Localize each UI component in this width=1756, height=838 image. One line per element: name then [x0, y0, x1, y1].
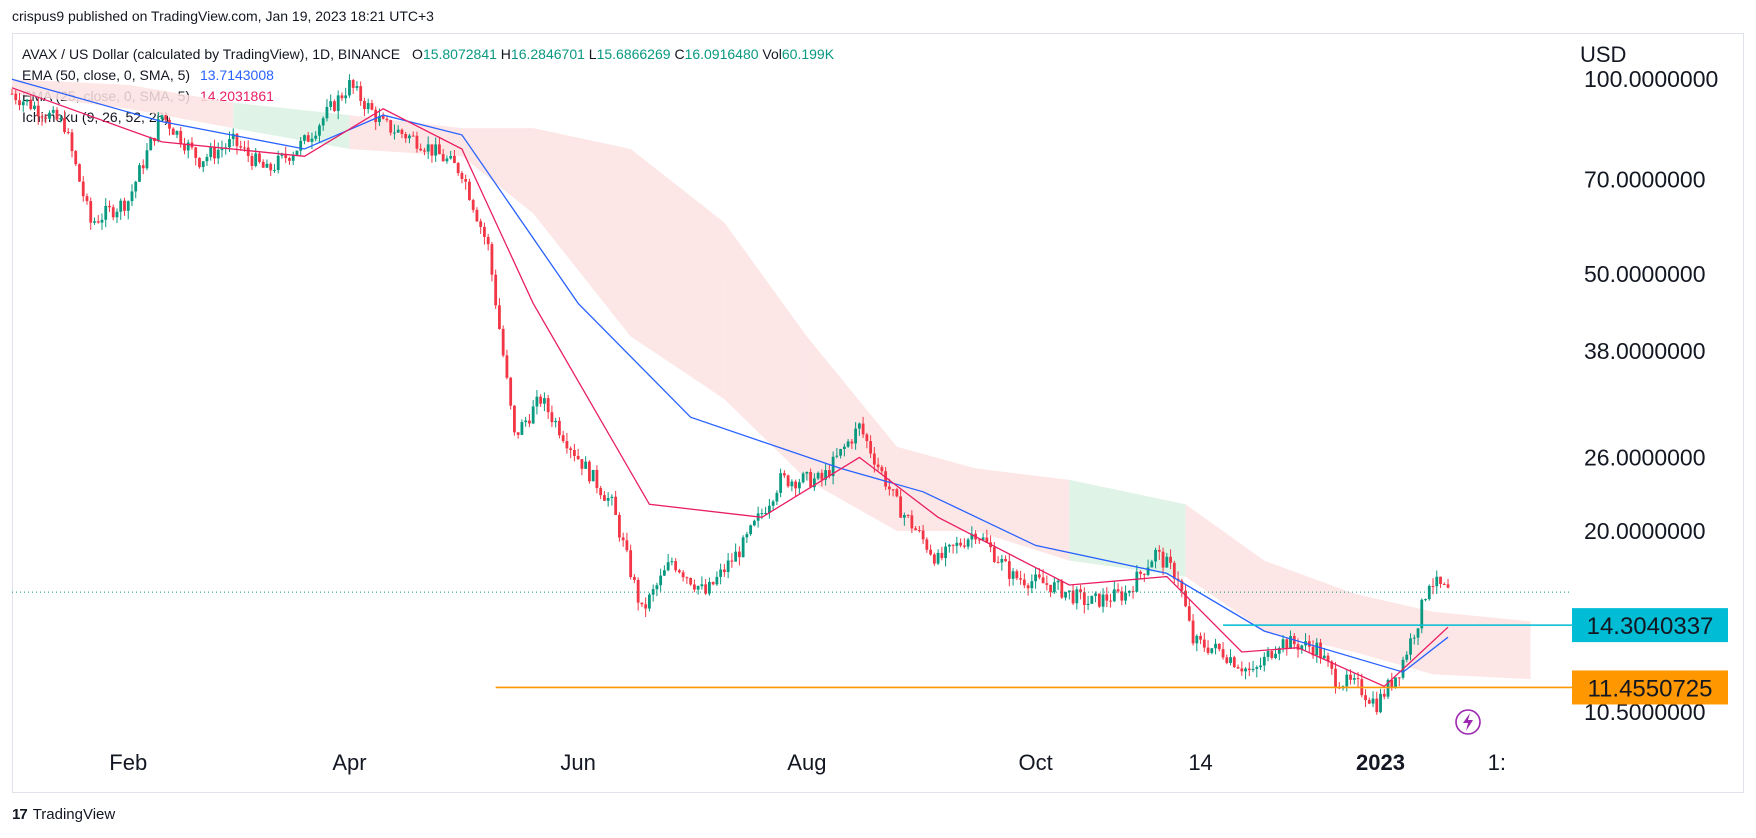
legend-symbol-row: AVAX / US Dollar (calculated by TradingV… — [22, 44, 834, 65]
legend-h-label: H — [500, 46, 511, 62]
legend-ichimoku-label: Ichimoku (9, 26, 52, 26) — [22, 109, 170, 125]
publisher-line: crispus9 published on TradingView.com, J… — [12, 8, 434, 24]
legend-ema50-value: 13.7143008 — [199, 67, 274, 83]
legend-h-value: 16.2846701 — [510, 46, 585, 62]
currency-label: USD — [1580, 42, 1627, 67]
legend-ema25-row: EMA (25, close, 0, SMA, 5) 14.2031861 — [22, 86, 834, 107]
legend-l-label: L — [588, 46, 597, 62]
legend-vol-label: Vol — [762, 46, 782, 62]
chart-frame — [12, 33, 1744, 793]
legend-c-label: C — [674, 46, 685, 62]
legend-c-value: 16.0916480 — [684, 46, 759, 62]
legend-symbol: AVAX / US Dollar (calculated by TradingV… — [22, 46, 401, 62]
legend-ema50-row: EMA (50, close, 0, SMA, 5) 13.7143008 — [22, 65, 834, 86]
legend-ema25-value: 14.2031861 — [199, 88, 274, 104]
legend-vol-value: 60.199K — [781, 46, 835, 62]
tradingview-logo-icon: 17 — [12, 806, 28, 823]
legend-ema25-label: EMA (25, close, 0, SMA, 5) — [22, 88, 191, 104]
footer-brand[interactable]: 17 TradingView — [12, 806, 115, 823]
legend-ema50-label: EMA (50, close, 0, SMA, 5) — [22, 67, 191, 83]
chart-legend: AVAX / US Dollar (calculated by TradingV… — [22, 44, 834, 128]
legend-ichimoku-row: Ichimoku (9, 26, 52, 26) — [22, 107, 834, 128]
footer-brand-name: TradingView — [32, 806, 116, 823]
legend-l-value: 15.6866269 — [596, 46, 671, 62]
legend-o-label: O — [412, 46, 423, 62]
legend-o-value: 15.8072841 — [422, 46, 497, 62]
